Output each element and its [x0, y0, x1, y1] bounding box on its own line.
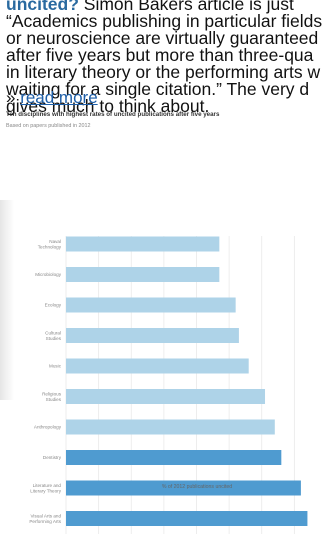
article-line: waiting for a single citation.” The very…: [6, 79, 310, 99]
category-label: Religious Studies: [42, 391, 62, 401]
read-more: » read more: [6, 88, 98, 108]
bar: [66, 297, 236, 313]
article-line: gives much to think about.: [6, 96, 210, 115]
read-more-link[interactable]: read more: [20, 88, 98, 107]
bar-chart: Ten disciplines with highest rates of un…: [6, 111, 308, 534]
x-axis-label: % of 2012 publications uncited: [162, 484, 232, 490]
chart-subtitle: Based on papers published in 2012: [6, 123, 91, 129]
lead-word: uncited?: [6, 0, 79, 14]
read-more-prefix: »: [6, 88, 21, 107]
bar: [66, 358, 249, 374]
category-label: Music: [49, 364, 62, 369]
category-label: Visual Arts and Performing Arts: [29, 513, 61, 523]
page-shadow: [0, 200, 14, 400]
bar: [66, 419, 275, 435]
bar: [66, 480, 301, 496]
bar: [66, 389, 266, 404]
category-label: Cultural Studies: [45, 330, 62, 340]
category-label: Microbiology: [35, 272, 61, 277]
category-label: Anthropology: [34, 425, 62, 430]
article-line: or neuroscience are virtually guaranteed: [6, 28, 319, 48]
chart-category-labels: Naval Technology Microbiology Ecology Cultur…: [29, 239, 61, 524]
bar: [66, 267, 220, 282]
bar: [66, 236, 220, 252]
chart-title: Ten disciplines with highest rates of un…: [6, 111, 220, 118]
article-line: after five years but more than three-qua: [6, 45, 314, 65]
article-excerpt: uncited? Simon Bakers article is just “A…: [0, 0, 334, 115]
category-label: Dentistry: [43, 455, 62, 460]
bar: [66, 328, 239, 343]
chart-bars: [66, 236, 308, 526]
article-line: in literary theory or the performing art…: [6, 62, 321, 82]
bar: [66, 450, 282, 465]
category-label: Literature and Literary Theory: [30, 483, 62, 493]
category-label: Ecology: [45, 303, 62, 308]
article-line: “Academics publishing in particular fiel…: [6, 11, 323, 31]
article-text: uncited? Simon Bakers article is just “A…: [0, 0, 334, 115]
bar: [66, 511, 308, 526]
category-label: Naval Technology: [38, 239, 62, 249]
article-line: uncited? Simon Bakers article is just: [6, 0, 334, 13]
